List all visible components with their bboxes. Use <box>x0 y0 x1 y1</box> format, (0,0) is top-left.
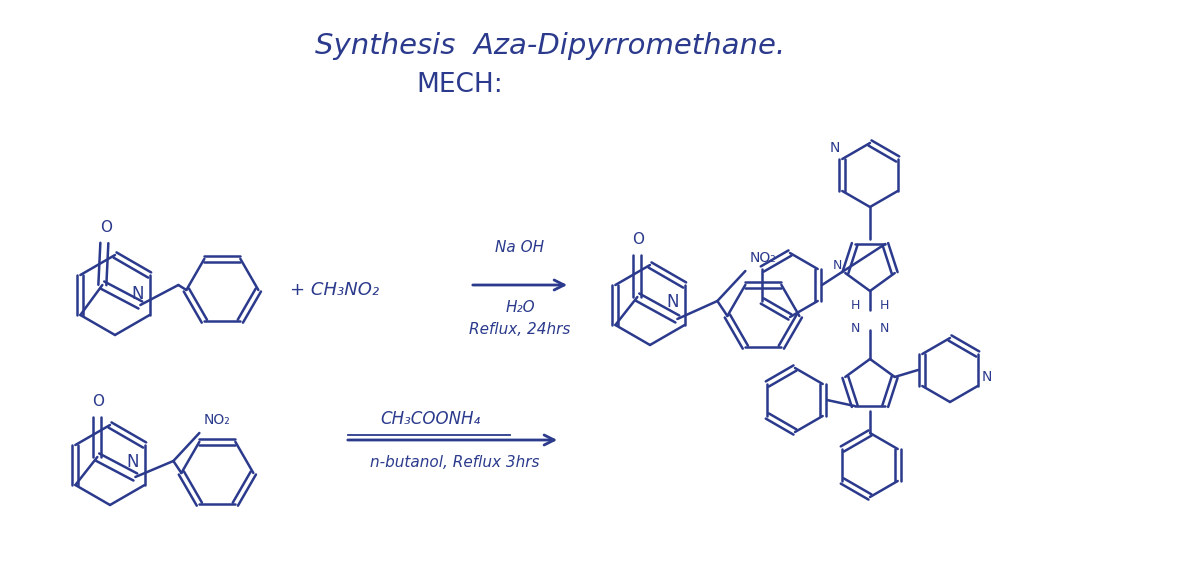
Text: H₂O: H₂O <box>505 300 535 315</box>
Text: N: N <box>830 141 840 155</box>
Text: N: N <box>833 258 842 272</box>
Text: NO₂: NO₂ <box>749 251 776 265</box>
Text: O: O <box>101 220 113 235</box>
Text: NO₂: NO₂ <box>203 413 230 427</box>
Text: N: N <box>126 453 139 471</box>
Text: Na OH: Na OH <box>496 240 545 255</box>
Text: H: H <box>880 299 889 312</box>
Text: CH₃COONH₄: CH₃COONH₄ <box>380 410 480 428</box>
Text: MECH:: MECH: <box>416 72 503 98</box>
Text: O: O <box>92 394 104 409</box>
Text: n-butanol, Reflux 3hrs: n-butanol, Reflux 3hrs <box>371 455 540 470</box>
Text: N: N <box>666 293 679 311</box>
Text: N: N <box>131 285 144 303</box>
Text: H: H <box>851 299 860 312</box>
Text: N: N <box>851 322 860 335</box>
Text: N: N <box>982 370 992 384</box>
Text: N: N <box>880 322 889 335</box>
Text: O: O <box>632 232 644 247</box>
Text: + CH₃NO₂: + CH₃NO₂ <box>290 281 379 299</box>
Text: Reflux, 24hrs: Reflux, 24hrs <box>469 322 571 337</box>
Text: Synthesis  Aza-Dipyrromethane.: Synthesis Aza-Dipyrromethane. <box>314 32 785 60</box>
